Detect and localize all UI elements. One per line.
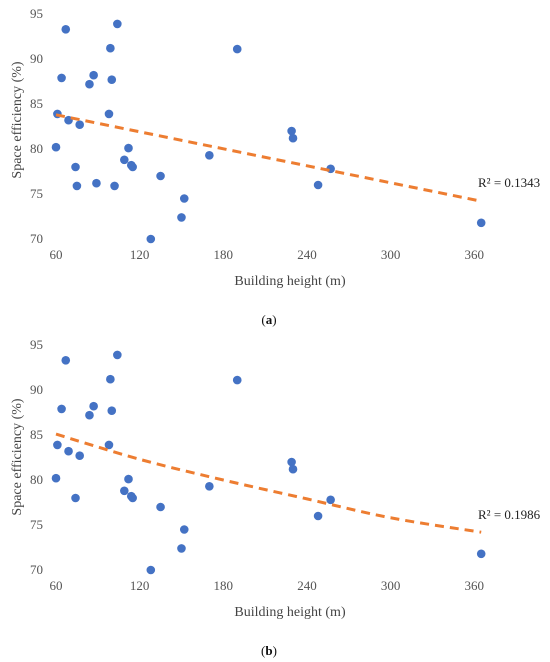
y-tick-label-a: 75 (30, 186, 43, 201)
data-point-b (57, 404, 66, 414)
data-point-b (107, 406, 117, 416)
data-point-b (128, 493, 137, 503)
y-tick-label-b: 80 (30, 472, 43, 487)
x-tick-label-b: 180 (214, 578, 234, 593)
r2-label-b: R² = 0.1986 (478, 507, 541, 522)
data-point-a (313, 180, 323, 190)
data-point-b (120, 486, 129, 496)
data-point-a (75, 120, 84, 129)
data-point-b (288, 464, 298, 474)
chart-panel-a: Space efficiency (%) Building height (m)… (10, 6, 540, 327)
panel-letter-b: b (265, 643, 272, 658)
y-tick-label-a: 85 (30, 96, 43, 111)
data-point-a (124, 143, 133, 153)
x-tick-labels-a: 60 120 180 240 300 360 (50, 247, 484, 262)
x-tick-label-a: 180 (214, 247, 234, 262)
data-point-b (113, 350, 122, 360)
y-axis-label-b: Space efficiency (%) (10, 398, 25, 515)
data-point-a (232, 44, 242, 54)
scatter-points-b (51, 350, 486, 575)
data-point-a (205, 151, 214, 160)
y-tick-labels-a: 70 75 80 85 90 95 (30, 6, 43, 246)
data-point-a (113, 19, 122, 29)
x-tick-label-b: 240 (297, 578, 317, 593)
data-point-b (106, 374, 115, 384)
data-point-b (476, 549, 486, 559)
data-point-a (179, 194, 189, 203)
data-point-a (85, 79, 94, 89)
data-point-b (51, 473, 61, 483)
data-point-a (104, 109, 114, 119)
trendline-b (55, 432, 482, 534)
panel-caption-b: (b) (261, 643, 277, 658)
data-point-b (287, 457, 296, 467)
data-point-a (72, 181, 82, 191)
data-point-a (476, 218, 486, 228)
data-point-a (120, 155, 129, 165)
data-point-b (75, 451, 84, 461)
x-tick-label-a: 240 (297, 247, 317, 262)
data-point-b (61, 356, 71, 365)
data-point-b (313, 511, 323, 521)
data-point-b (64, 446, 73, 456)
panel-caption-a: (a) (261, 312, 276, 327)
y-tick-label-b: 75 (30, 517, 43, 532)
x-axis-label-b: Building height (m) (234, 605, 346, 620)
data-point-a (92, 178, 101, 188)
data-point-a (89, 70, 98, 80)
x-tick-labels-b: 60 120 180 240 300 360 (50, 578, 484, 593)
y-tick-label-b: 85 (30, 427, 43, 442)
data-point-a (106, 43, 115, 53)
y-tick-label-b: 90 (30, 382, 43, 397)
data-point-a (110, 181, 119, 191)
data-point-a (61, 25, 71, 34)
data-point-a (288, 133, 298, 143)
data-point-b (104, 440, 114, 450)
data-point-b (146, 565, 156, 575)
y-axis-label-a: Space efficiency (%) (10, 61, 25, 178)
y-tick-label-b: 95 (30, 337, 43, 352)
y-tick-label-a: 90 (30, 51, 43, 66)
panel-letter-a: a (266, 312, 273, 327)
data-point-b (156, 502, 165, 512)
data-point-a (57, 73, 66, 83)
x-tick-label-b: 300 (381, 578, 401, 593)
x-tick-label-b: 60 (50, 578, 63, 593)
x-tick-label-a: 120 (130, 247, 150, 262)
x-tick-label-a: 60 (50, 247, 63, 262)
data-point-b (177, 544, 186, 553)
x-axis-label-a: Building height (m) (234, 274, 346, 289)
y-tick-label-a: 80 (30, 141, 43, 156)
x-tick-label-b: 120 (130, 578, 150, 593)
trendline-a (55, 113, 482, 203)
r2-label-a: R² = 0.1343 (478, 175, 540, 190)
data-point-a (146, 234, 156, 244)
data-point-b (205, 482, 214, 491)
x-tick-label-b: 360 (464, 578, 484, 593)
x-tick-label-a: 300 (381, 247, 401, 262)
data-point-a (71, 162, 80, 172)
data-point-b (89, 401, 98, 411)
data-point-b (71, 493, 80, 503)
data-point-a (287, 126, 296, 136)
data-point-b (124, 474, 133, 484)
y-tick-labels-b: 70 75 80 85 90 95 (30, 337, 43, 577)
data-point-a (177, 213, 186, 222)
scatter-points-a (51, 19, 486, 244)
data-point-a (107, 75, 117, 84)
data-point-a (156, 171, 165, 181)
data-point-a (51, 142, 61, 152)
y-tick-label-a: 95 (30, 6, 43, 21)
chart-panel-b: Space efficiency (%) Building height (m)… (10, 337, 541, 658)
data-point-b (53, 440, 62, 450)
y-tick-label-a: 70 (30, 231, 43, 246)
data-point-b (85, 410, 94, 420)
data-point-b (179, 525, 189, 534)
y-tick-label-b: 70 (30, 562, 43, 577)
data-point-b (232, 375, 242, 385)
x-tick-label-a: 360 (464, 247, 484, 262)
data-point-a (128, 162, 137, 172)
data-point-b (326, 495, 335, 505)
